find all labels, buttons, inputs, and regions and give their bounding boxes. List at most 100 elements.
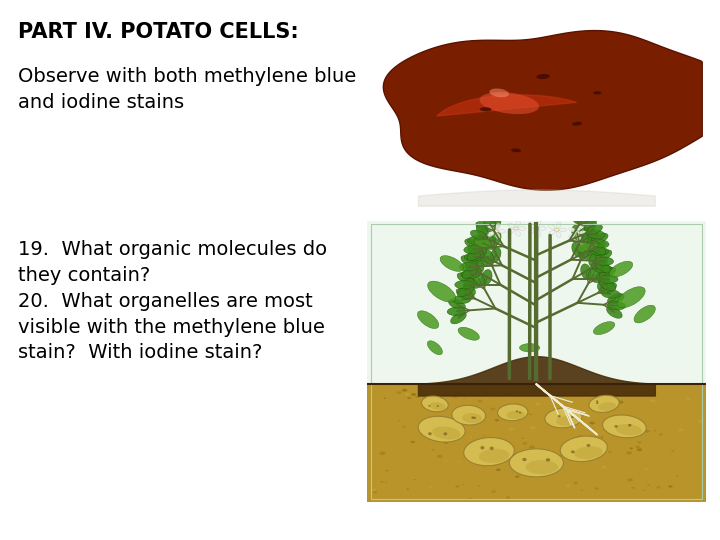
Ellipse shape (629, 429, 634, 431)
Ellipse shape (482, 269, 492, 285)
Ellipse shape (590, 247, 608, 255)
Ellipse shape (508, 428, 514, 430)
Ellipse shape (427, 341, 443, 355)
Ellipse shape (565, 424, 567, 426)
Ellipse shape (588, 438, 594, 441)
Ellipse shape (404, 393, 410, 396)
Ellipse shape (571, 416, 574, 418)
Ellipse shape (556, 222, 561, 228)
Ellipse shape (518, 227, 526, 230)
Ellipse shape (498, 230, 505, 233)
Ellipse shape (476, 458, 480, 461)
Ellipse shape (596, 402, 598, 404)
Ellipse shape (372, 491, 377, 494)
Ellipse shape (569, 403, 572, 405)
Ellipse shape (485, 392, 490, 395)
Ellipse shape (418, 311, 438, 328)
Ellipse shape (589, 252, 600, 267)
Ellipse shape (398, 420, 400, 421)
Ellipse shape (629, 447, 633, 449)
Ellipse shape (593, 272, 609, 282)
Ellipse shape (572, 208, 582, 224)
Ellipse shape (462, 267, 478, 278)
Ellipse shape (582, 232, 598, 242)
Ellipse shape (591, 233, 608, 244)
Ellipse shape (654, 430, 657, 431)
Ellipse shape (668, 485, 672, 488)
Ellipse shape (430, 402, 446, 410)
Ellipse shape (415, 398, 417, 400)
Ellipse shape (459, 262, 478, 271)
Ellipse shape (456, 288, 473, 299)
Ellipse shape (457, 286, 474, 296)
Ellipse shape (637, 441, 642, 444)
Ellipse shape (624, 430, 629, 432)
Ellipse shape (647, 484, 650, 486)
Ellipse shape (574, 482, 578, 484)
Ellipse shape (451, 435, 454, 437)
Ellipse shape (506, 496, 510, 498)
Ellipse shape (454, 396, 457, 398)
Ellipse shape (415, 396, 419, 398)
Ellipse shape (644, 468, 649, 470)
Ellipse shape (384, 482, 387, 483)
Ellipse shape (423, 397, 427, 400)
Ellipse shape (461, 255, 477, 266)
Ellipse shape (487, 226, 494, 231)
Ellipse shape (490, 89, 509, 97)
Ellipse shape (556, 232, 561, 238)
Ellipse shape (584, 219, 597, 233)
Ellipse shape (549, 225, 555, 229)
Ellipse shape (608, 418, 611, 420)
Ellipse shape (588, 241, 605, 252)
Ellipse shape (462, 408, 464, 409)
Ellipse shape (529, 414, 531, 415)
Ellipse shape (593, 91, 601, 94)
Ellipse shape (578, 227, 590, 241)
Ellipse shape (593, 265, 612, 273)
Ellipse shape (520, 343, 540, 352)
Ellipse shape (634, 305, 655, 323)
Ellipse shape (455, 280, 473, 289)
Ellipse shape (453, 295, 471, 304)
Ellipse shape (526, 460, 558, 474)
Ellipse shape (495, 419, 499, 421)
Ellipse shape (473, 254, 490, 265)
Ellipse shape (495, 224, 500, 230)
Ellipse shape (569, 233, 575, 238)
Ellipse shape (589, 395, 619, 413)
Ellipse shape (595, 250, 612, 261)
Ellipse shape (591, 448, 595, 450)
Ellipse shape (465, 264, 482, 275)
Ellipse shape (458, 327, 480, 340)
Ellipse shape (476, 224, 489, 239)
Ellipse shape (559, 228, 567, 232)
Ellipse shape (463, 419, 466, 421)
Ellipse shape (590, 422, 595, 424)
Ellipse shape (671, 450, 674, 452)
Ellipse shape (588, 266, 600, 281)
Ellipse shape (608, 451, 611, 453)
Ellipse shape (595, 257, 613, 265)
Ellipse shape (385, 470, 389, 471)
Ellipse shape (444, 441, 448, 444)
Ellipse shape (379, 451, 385, 455)
Ellipse shape (487, 232, 494, 237)
FancyBboxPatch shape (367, 384, 706, 502)
Ellipse shape (549, 231, 555, 235)
Ellipse shape (432, 427, 461, 440)
Ellipse shape (495, 233, 500, 239)
Ellipse shape (480, 92, 539, 114)
Ellipse shape (467, 248, 482, 261)
Ellipse shape (577, 225, 581, 231)
Ellipse shape (464, 253, 483, 261)
Ellipse shape (607, 301, 626, 310)
Ellipse shape (410, 441, 415, 443)
Ellipse shape (490, 214, 501, 230)
Ellipse shape (444, 460, 448, 462)
Ellipse shape (482, 249, 494, 264)
Ellipse shape (452, 396, 455, 398)
Ellipse shape (413, 479, 415, 480)
Ellipse shape (454, 392, 460, 395)
Ellipse shape (585, 225, 603, 235)
